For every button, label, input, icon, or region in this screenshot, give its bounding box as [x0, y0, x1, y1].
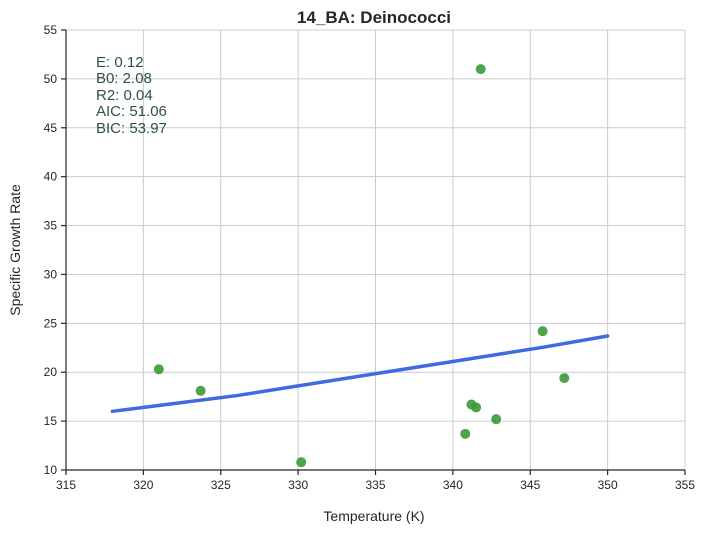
- x-ticks: 315 320 325 330 335 340 345 350 355: [56, 470, 695, 492]
- fit-line: [110, 334, 610, 414]
- x-tick-label: 345: [520, 478, 540, 492]
- y-tick-label: 30: [44, 267, 58, 281]
- y-gridlines: [66, 29, 685, 422]
- x-tick-label: 340: [443, 478, 463, 492]
- x-tick-label: 350: [598, 478, 618, 492]
- x-tick-label: 355: [675, 478, 695, 492]
- data-point: [195, 385, 206, 396]
- data-point: [475, 64, 486, 75]
- y-tick-label: 35: [44, 219, 58, 233]
- y-axis-label: Specific Growth Rate: [7, 184, 23, 316]
- y-tick-label: 15: [44, 414, 58, 428]
- x-tick-label: 320: [133, 478, 153, 492]
- y-tick-label: 20: [44, 365, 58, 379]
- data-point: [537, 326, 548, 337]
- y-tick-label: 25: [44, 316, 58, 330]
- data-point: [559, 373, 570, 384]
- data-points: [153, 64, 570, 468]
- data-point: [491, 414, 502, 425]
- data-point: [296, 457, 307, 468]
- data-point: [153, 364, 164, 375]
- chart-title: 14_BA: Deinococci: [297, 8, 451, 27]
- y-ticks: 10 15 20 25 30 35 40 45 50 55: [44, 23, 66, 477]
- x-tick-label: 335: [365, 478, 385, 492]
- stat-b0: B0: 2.08: [96, 70, 152, 87]
- y-tick-label: 10: [44, 463, 58, 477]
- stat-e: E: 0.12: [96, 54, 144, 71]
- stat-bic: BIC: 53.97: [96, 120, 167, 137]
- x-tick-label: 330: [288, 478, 308, 492]
- fit-statistics: E: 0.12 B0: 2.08 R2: 0.04 AIC: 51.06 BIC…: [96, 54, 167, 137]
- stat-r2: R2: 0.04: [96, 87, 153, 104]
- y-tick-label: 45: [44, 121, 58, 135]
- x-gridlines: [142, 30, 686, 470]
- x-axis-label: Temperature (K): [323, 508, 424, 524]
- stat-aic: AIC: 51.06: [96, 103, 167, 120]
- x-tick-label: 315: [56, 478, 76, 492]
- y-tick-label: 50: [44, 72, 58, 86]
- data-point: [471, 402, 482, 413]
- y-tick-label: 55: [44, 23, 58, 37]
- x-tick-label: 325: [211, 478, 231, 492]
- data-point: [460, 428, 471, 439]
- y-tick-label: 40: [44, 170, 58, 184]
